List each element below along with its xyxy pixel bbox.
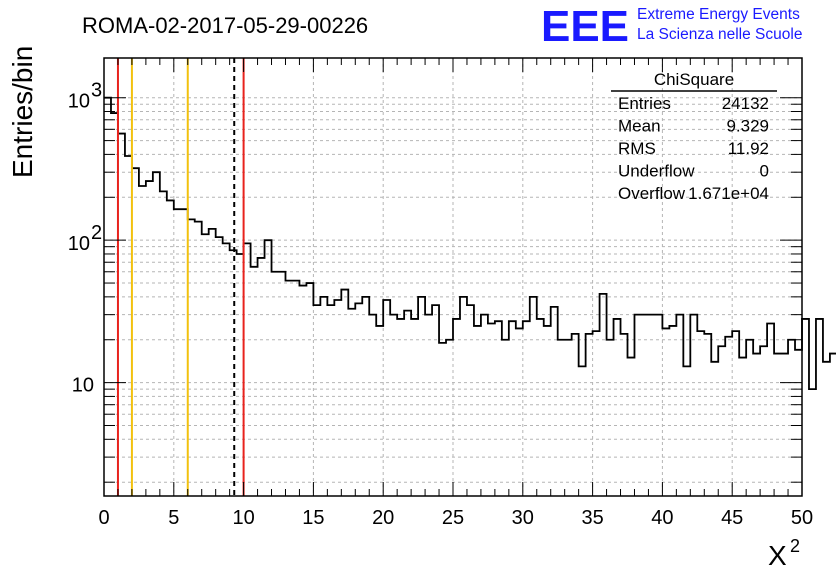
x-axis-label: X [768,540,787,571]
logo-mark: EEE [541,2,629,51]
x-tick-label: 50 [791,507,813,529]
x-tick-label: 0 [98,507,109,529]
histogram [104,96,836,391]
y-tick-label-base: 10 [68,233,90,255]
x-tick-label: 40 [651,507,673,529]
y-tick-label: 10 3 [68,80,102,113]
stats-box: ChiSquare Entries 24132 Mean 9.329 RMS 11.92 U… [611,70,777,203]
stats-rows: Entries 24132 Mean 9.329 RMS 11.92 Underflow 0 O… [618,94,769,203]
y-tick-label: 10 [72,375,94,397]
eee-logo: EEE Extreme Energy Events La Scienza nel… [541,2,802,51]
y-axis-label: Entries/bin [7,46,38,178]
stats-value: 0 [760,162,769,181]
logo-line-2: La Scienza nelle Scuole [637,26,802,43]
x-tick-label: 15 [302,507,324,529]
stats-label: Underflow [618,162,695,181]
grid [104,58,802,496]
stats-label: Overflow [618,184,686,203]
x-axis-label-superscript: 2 [790,536,800,556]
x-tick-label: 30 [512,507,534,529]
reference-lines [116,58,245,496]
stats-label: RMS [618,139,656,158]
stats-box-name: ChiSquare [654,70,734,89]
x-tick-label: 35 [581,507,603,529]
stats-value: 24132 [722,94,769,113]
logo-line-1: Extreme Energy Events [637,6,800,23]
x-tick-labels: 0 5 10 15 20 25 30 35 40 45 50 [98,507,813,529]
y-tick-label: 10 2 [68,222,102,255]
stats-value: 11.92 [728,139,769,158]
y-tick-label-base: 10 [68,91,90,113]
y-tick-label-exponent: 3 [91,80,102,102]
chart-title: ROMA-02-2017-05-29-00226 [82,13,368,38]
x-tick-label: 5 [168,507,179,529]
x-tick-label: 25 [442,507,464,529]
x-tick-label: 45 [721,507,743,529]
y-tick-label-base: 10 [72,375,94,397]
x-tick-label: 10 [232,507,254,529]
stats-value: 9.329 [726,117,769,136]
x-tick-label: 20 [372,507,394,529]
stats-label: Mean [618,117,661,136]
stats-label: Entries [618,94,671,113]
axis-ticks [103,58,803,496]
stats-value: 1.671e+04 [688,184,769,203]
histogram-series [104,96,836,391]
y-tick-label-exponent: 2 [91,222,102,244]
